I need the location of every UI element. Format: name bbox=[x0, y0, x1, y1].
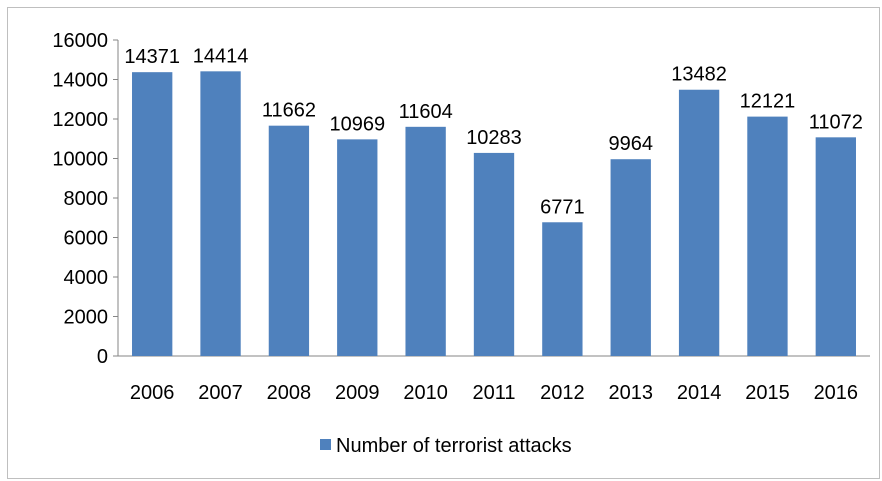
y-tick-label: 0 bbox=[97, 346, 108, 368]
legend: Number of terrorist attacks bbox=[320, 435, 572, 457]
legend-label: Number of terrorist attacks bbox=[336, 435, 572, 457]
data-label: 9964 bbox=[608, 133, 653, 155]
data-label: 11604 bbox=[399, 101, 453, 123]
x-axis-ticks: 2006 2007 2008 2009 2010 2011 2012 2013 2014 2015… bbox=[130, 382, 858, 404]
y-tick-label: 10000 bbox=[52, 149, 108, 171]
y-tick-label: 4000 bbox=[64, 267, 109, 289]
data-label: 10969 bbox=[329, 113, 385, 135]
bars bbox=[132, 71, 856, 357]
y-tick-label: 2000 bbox=[64, 307, 109, 329]
bar-2006 bbox=[132, 72, 173, 356]
x-tick-label: 2009 bbox=[335, 382, 380, 404]
x-tick-label: 2015 bbox=[745, 382, 790, 404]
bar-2014 bbox=[678, 89, 720, 356]
bar-2010 bbox=[405, 126, 446, 356]
y-tick-label: 8000 bbox=[64, 188, 109, 210]
legend-swatch bbox=[320, 439, 331, 450]
bar-2015 bbox=[747, 116, 788, 356]
data-label: 11662 bbox=[262, 100, 316, 122]
y-tick-label: 12000 bbox=[52, 109, 108, 131]
data-labels: 14371 14414 11662 10969 11604 10283 6771 9964 13… bbox=[124, 45, 863, 218]
x-tick-label: 2012 bbox=[540, 382, 585, 404]
data-label: 12121 bbox=[740, 91, 796, 113]
data-label: 10283 bbox=[466, 127, 522, 149]
x-tick-label: 2008 bbox=[267, 382, 312, 404]
bar-2009 bbox=[337, 139, 378, 356]
y-tick-label: 6000 bbox=[64, 228, 109, 250]
bar-2013 bbox=[610, 159, 651, 356]
bar-2011 bbox=[473, 152, 515, 356]
x-tick-label: 2016 bbox=[814, 382, 859, 404]
x-tick-label: 2006 bbox=[130, 382, 175, 404]
bar-2008 bbox=[268, 125, 310, 356]
x-tick-label: 2014 bbox=[677, 382, 722, 404]
x-tick-label: 2010 bbox=[403, 382, 448, 404]
x-tick-label: 2013 bbox=[608, 382, 653, 404]
bar-2012 bbox=[542, 222, 583, 356]
data-label: 6771 bbox=[540, 196, 585, 218]
y-axis-ticks: 0 2000 4000 6000 8000 10000 12000 14000 16000 bbox=[52, 30, 118, 368]
x-tick-label: 2007 bbox=[198, 382, 243, 404]
data-label: 14414 bbox=[193, 45, 249, 67]
x-tick-label: 2011 bbox=[472, 382, 515, 404]
data-label: 11072 bbox=[809, 111, 863, 133]
y-tick-label: 16000 bbox=[52, 30, 108, 52]
y-tick-label: 14000 bbox=[52, 70, 108, 92]
bar-2016 bbox=[815, 137, 856, 356]
data-label: 13482 bbox=[671, 64, 727, 86]
data-label: 14371 bbox=[124, 46, 180, 68]
bar-2007 bbox=[200, 71, 241, 357]
